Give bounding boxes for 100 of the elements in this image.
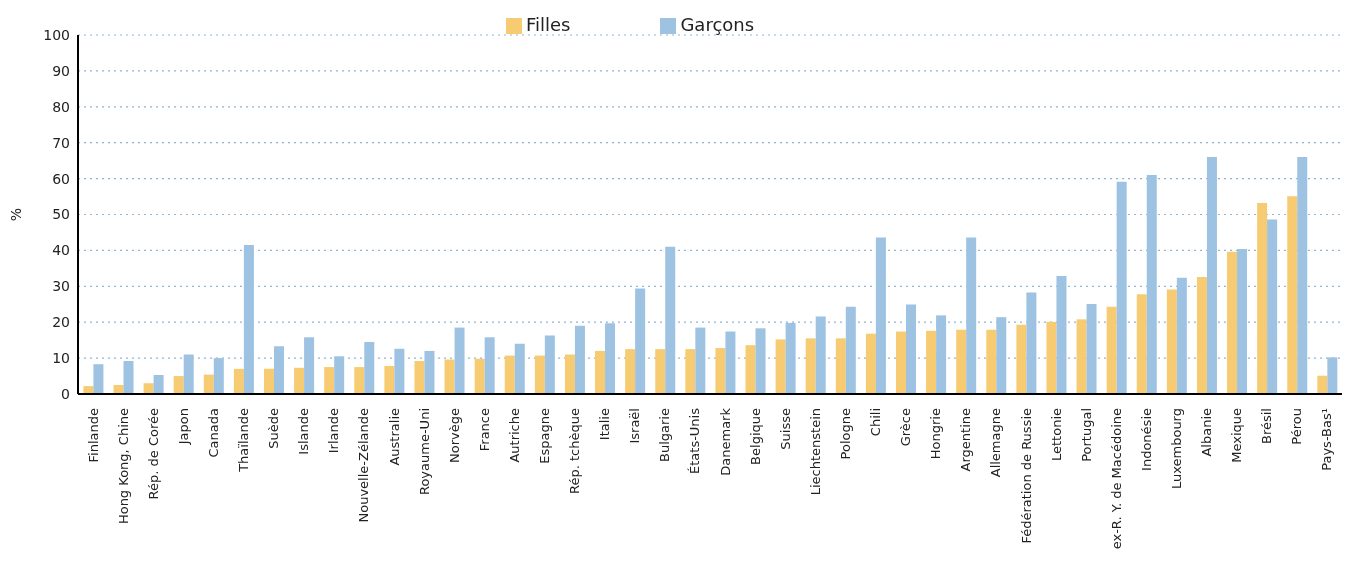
x-tick-label: Grèce — [898, 408, 914, 447]
y-tick-label: 100 — [43, 26, 70, 43]
bar — [424, 350, 435, 394]
x-tick-label: Italie — [597, 408, 613, 441]
y-tick-label: 80 — [52, 98, 70, 115]
legend-label: Filles — [525, 14, 571, 35]
bar — [986, 329, 997, 394]
bar — [815, 316, 826, 394]
bar — [203, 374, 214, 394]
bar — [474, 358, 485, 394]
x-tick-label: Suisse — [777, 408, 793, 450]
y-tick-label: 30 — [52, 278, 70, 295]
x-tick-label: Brésil — [1259, 408, 1275, 444]
bar — [384, 366, 395, 394]
y-tick-label: 20 — [52, 314, 70, 331]
bar — [1176, 277, 1187, 394]
bar — [1086, 303, 1097, 394]
y-tick-label: 10 — [52, 350, 70, 367]
bar — [835, 338, 846, 394]
x-tick-label: Bulgarie — [657, 408, 673, 462]
x-tick-label: Israël — [627, 408, 643, 444]
x-tick-label: Danemark — [717, 407, 733, 476]
bar — [504, 355, 515, 394]
bar — [514, 343, 525, 394]
bar — [1196, 276, 1207, 394]
x-tick-label: Hong Kong, Chine — [115, 408, 131, 525]
bar — [394, 348, 405, 394]
bar — [665, 246, 676, 394]
bar — [685, 349, 696, 394]
bar — [574, 325, 585, 394]
x-tick-label: Australie — [386, 408, 402, 466]
bar — [334, 356, 345, 394]
bar — [1046, 321, 1057, 394]
bar — [755, 328, 766, 394]
bar — [655, 349, 666, 394]
x-tick-label: Mexique — [1229, 408, 1245, 463]
bar — [1206, 157, 1217, 394]
bar — [1297, 157, 1308, 394]
x-tick-label: Liechtenstein — [807, 408, 823, 496]
bar — [454, 327, 465, 394]
bar — [93, 364, 104, 394]
x-tick-label: Autriche — [506, 408, 522, 463]
bar — [785, 322, 796, 394]
bar — [1317, 375, 1328, 394]
x-tick-label: Thaïlande — [236, 408, 252, 473]
x-tick-label: ex-R. Y. de Macédoine — [1108, 408, 1124, 550]
x-tick-label: Luxembourg — [1168, 408, 1184, 490]
x-tick-label: Allemagne — [988, 408, 1004, 478]
x-tick-label: Lettonie — [1048, 408, 1064, 462]
bar — [1056, 275, 1067, 394]
bar — [895, 331, 906, 394]
y-tick-label: 0 — [61, 385, 70, 402]
bar — [605, 323, 616, 394]
x-tick-label: États-Unis — [687, 407, 703, 474]
bar — [635, 288, 646, 394]
bar — [414, 360, 425, 394]
y-tick-label: 60 — [52, 170, 70, 187]
legend-label: Garçons — [680, 14, 755, 35]
bar — [875, 237, 886, 394]
x-tick-label: Chili — [868, 408, 884, 437]
bar — [1076, 319, 1087, 394]
x-tick-label: Rép. de Corée — [145, 408, 161, 500]
x-tick-label: Portugal — [1078, 408, 1094, 462]
bar — [715, 348, 726, 394]
x-tick-label: Pérou — [1289, 408, 1305, 445]
y-tick-label: 70 — [52, 134, 70, 151]
bar — [173, 376, 184, 394]
bar — [213, 358, 224, 394]
bar — [1327, 357, 1338, 394]
bar — [273, 346, 284, 394]
bar — [905, 304, 916, 394]
bar — [324, 367, 335, 394]
x-tick-label: Pays-Bas¹ — [1319, 408, 1335, 471]
bar — [1136, 294, 1147, 394]
bar — [1237, 248, 1248, 394]
y-tick-label: 90 — [52, 62, 70, 79]
bar — [534, 355, 545, 394]
x-tick-label: Japon — [175, 408, 191, 446]
bar — [865, 333, 876, 394]
bar — [444, 359, 455, 394]
x-tick-label: Indonésie — [1138, 408, 1154, 471]
bar — [805, 338, 816, 394]
bar — [1166, 289, 1177, 394]
bar — [143, 383, 154, 394]
bar — [153, 374, 164, 394]
bar — [1016, 324, 1027, 394]
y-tick-label: 40 — [52, 242, 70, 259]
bar — [926, 330, 937, 394]
x-tick-label: Espagne — [536, 408, 552, 464]
bar — [775, 339, 786, 394]
bar — [1026, 292, 1037, 394]
bar — [956, 329, 967, 394]
x-tick-label: Fédération de Russie — [1018, 408, 1034, 544]
bar — [695, 327, 706, 394]
bar — [996, 317, 1007, 394]
bar — [1146, 175, 1157, 394]
x-tick-label: Royaume-Uni — [416, 408, 432, 496]
x-tick-label: Belgique — [747, 408, 763, 465]
x-tick-label: Irlande — [326, 408, 342, 454]
bar — [354, 367, 365, 394]
